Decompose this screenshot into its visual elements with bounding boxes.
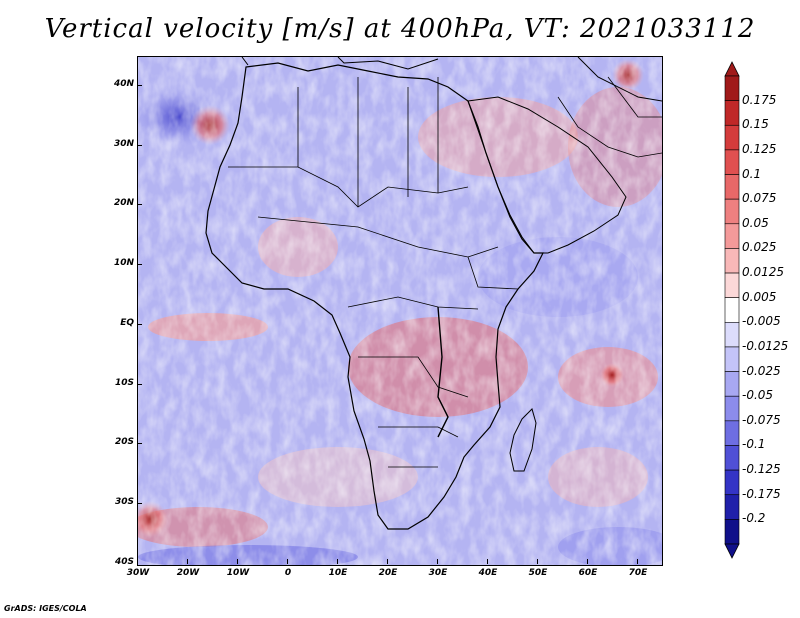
colorbar-tick-label: -0.2 bbox=[742, 511, 766, 526]
lat-tick bbox=[137, 85, 142, 86]
lat-label-10s: 10S bbox=[114, 378, 134, 388]
colorbar-tick-label: 0.005 bbox=[742, 289, 777, 304]
lat-tick bbox=[137, 324, 142, 325]
grads-credit: GrADS: IGES/COLA bbox=[4, 604, 87, 613]
colorbar-segment bbox=[724, 272, 740, 298]
lon-tick bbox=[387, 559, 388, 564]
lat-label-40n: 40N bbox=[113, 79, 134, 89]
colorbar-tick-label: -0.075 bbox=[742, 412, 781, 427]
lon-tick bbox=[587, 559, 588, 564]
lon-label-30w: 30W bbox=[126, 568, 150, 578]
colorbar-min-arrow bbox=[724, 543, 740, 559]
colorbar-segment bbox=[724, 248, 740, 274]
colorbar bbox=[724, 61, 740, 559]
lat-label-20s: 20S bbox=[114, 437, 134, 447]
lon-label-40e: 40E bbox=[478, 568, 498, 578]
lat-tick bbox=[137, 264, 142, 265]
lon-label-10w: 10W bbox=[226, 568, 250, 578]
colorbar-segment bbox=[724, 297, 740, 323]
colorbar-tick-label: -0.1 bbox=[742, 437, 766, 452]
lon-tick bbox=[487, 559, 488, 564]
lon-label-10e: 10E bbox=[328, 568, 348, 578]
lat-tick bbox=[137, 384, 142, 385]
colorbar-segment bbox=[724, 395, 740, 422]
colorbar-segment bbox=[724, 322, 740, 348]
colorbar-max-arrow bbox=[724, 61, 740, 77]
colorbar-tick-label: 0.05 bbox=[742, 215, 769, 230]
lat-label-eq: EQ bbox=[120, 318, 134, 328]
colorbar-segment bbox=[724, 371, 740, 397]
lat-label-20n: 20N bbox=[113, 198, 134, 208]
colorbar-segment bbox=[724, 494, 740, 520]
lat-tick bbox=[137, 145, 142, 146]
velocity-field-map bbox=[138, 57, 662, 565]
colorbar-segment bbox=[724, 445, 740, 471]
lat-label-30s: 30S bbox=[114, 497, 134, 507]
colorbar-tick-label: 0.075 bbox=[742, 191, 777, 206]
colorbar-tick-label: 0.15 bbox=[742, 117, 769, 132]
lon-tick bbox=[187, 559, 188, 564]
colorbar-segment bbox=[724, 223, 740, 249]
lat-label-30n: 30N bbox=[113, 139, 134, 149]
lon-label-20w: 20W bbox=[176, 568, 200, 578]
colorbar-tick-label: -0.125 bbox=[742, 462, 781, 477]
colorbar-segment bbox=[724, 174, 740, 200]
lon-label-30e: 30E bbox=[428, 568, 448, 578]
lat-tick bbox=[137, 503, 142, 504]
colorbar-tick-label: 0.025 bbox=[742, 240, 777, 255]
chart-title: Vertical velocity [m/s] at 400hPa, VT: 2… bbox=[44, 14, 756, 44]
colorbar-segment bbox=[724, 346, 740, 372]
colorbar-segment bbox=[724, 124, 740, 151]
lon-tick bbox=[337, 559, 338, 564]
colorbar-segment bbox=[724, 75, 740, 101]
colorbar-tick-label: -0.0125 bbox=[742, 338, 789, 353]
colorbar-tick-label: 0.1 bbox=[742, 166, 762, 181]
colorbar-tick-label: 0.125 bbox=[742, 141, 777, 156]
lon-label-50e: 50E bbox=[528, 568, 548, 578]
colorbar-segment bbox=[724, 198, 740, 225]
lon-tick bbox=[637, 559, 638, 564]
lon-label-60e: 60E bbox=[578, 568, 598, 578]
colorbar-segment bbox=[724, 149, 740, 175]
colorbar-segment bbox=[724, 469, 740, 496]
colorbar-tick-label: 0.0125 bbox=[742, 265, 784, 280]
lon-tick bbox=[437, 559, 438, 564]
lat-label-40s: 40S bbox=[114, 557, 134, 567]
colorbar-segment bbox=[724, 519, 740, 545]
colorbar-tick-label: -0.005 bbox=[742, 314, 781, 329]
colorbar-segment bbox=[724, 100, 740, 126]
map-panel bbox=[137, 56, 663, 566]
colorbar-tick-label: -0.05 bbox=[742, 388, 774, 403]
colorbar-segment bbox=[724, 420, 740, 446]
lon-tick bbox=[287, 559, 288, 564]
lon-label-0: 0 bbox=[284, 568, 292, 578]
lon-tick bbox=[237, 559, 238, 564]
lat-label-10n: 10N bbox=[113, 258, 134, 268]
lon-tick bbox=[537, 559, 538, 564]
colorbar-tick-label: 0.175 bbox=[742, 92, 777, 107]
lon-label-20e: 20E bbox=[378, 568, 398, 578]
colorbar-tick-label: -0.025 bbox=[742, 363, 781, 378]
lat-tick bbox=[137, 443, 142, 444]
lat-tick bbox=[137, 204, 142, 205]
lon-label-70e: 70E bbox=[628, 568, 648, 578]
colorbar-tick-label: -0.175 bbox=[742, 486, 781, 501]
